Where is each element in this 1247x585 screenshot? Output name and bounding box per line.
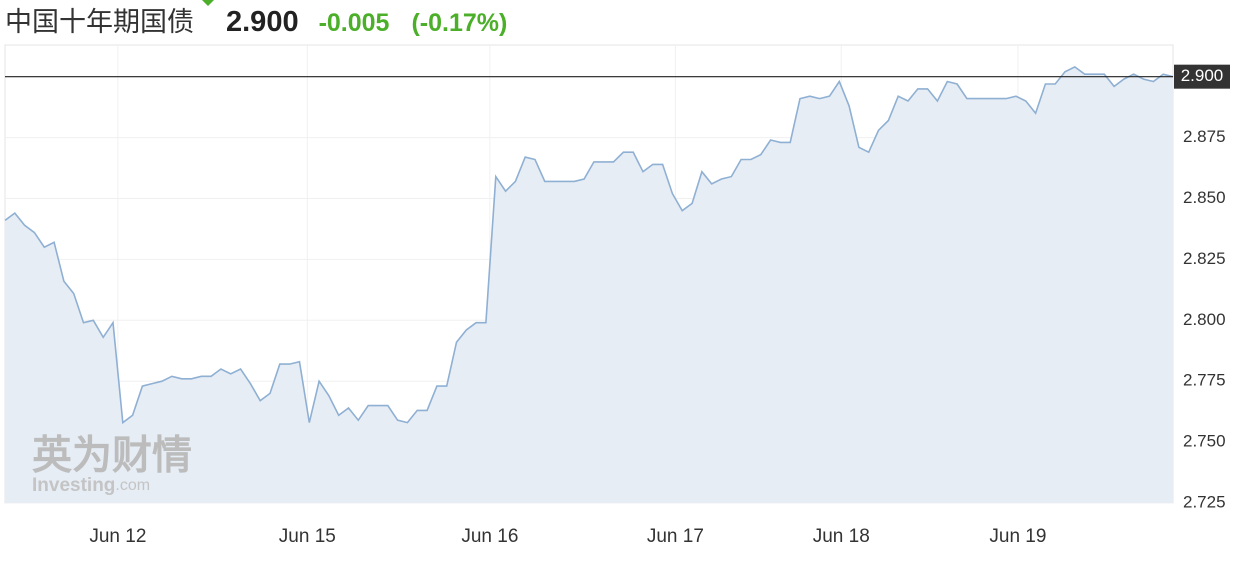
change: -0.005 — [318, 9, 390, 37]
x-tick-label: Jun 16 — [461, 526, 518, 547]
header: 中国十年期国债 2.900 -0.005 (-0.17%) — [5, 0, 529, 40]
y-tick-label: 2.775 — [1183, 371, 1226, 390]
last-price-box — [1174, 64, 1230, 89]
y-tick-label: 2.875 — [1183, 127, 1226, 146]
x-tick-label: Jun 19 — [989, 526, 1046, 547]
x-tick-label: Jun 15 — [279, 526, 336, 547]
price: 2.900 — [226, 6, 299, 38]
area-fill — [5, 66, 1173, 504]
change-percent: (-0.17%) — [411, 9, 508, 37]
watermark-brand: 英为财情 — [32, 434, 192, 478]
x-tick-label: Jun 12 — [89, 526, 146, 547]
last-price-label: 2.900 — [1181, 66, 1224, 85]
down-arrow — [202, 0, 214, 6]
watermark-site-name: Investing — [32, 475, 115, 496]
instrument-name: 中国十年期国债 — [5, 7, 194, 37]
y-tick-label: 2.825 — [1183, 249, 1226, 268]
y-tick-label: 2.725 — [1183, 492, 1226, 511]
y-tick-label: 2.750 — [1183, 432, 1226, 451]
y-tick-label: 2.800 — [1183, 310, 1226, 329]
price-line — [4, 65, 1174, 425]
watermark-domain: .com — [115, 477, 150, 494]
x-tick-label: Jun 18 — [813, 526, 870, 547]
y-tick-label: 2.850 — [1183, 188, 1226, 207]
x-tick-label: Jun 17 — [647, 526, 704, 547]
watermark-site: Investing.com — [32, 475, 150, 496]
